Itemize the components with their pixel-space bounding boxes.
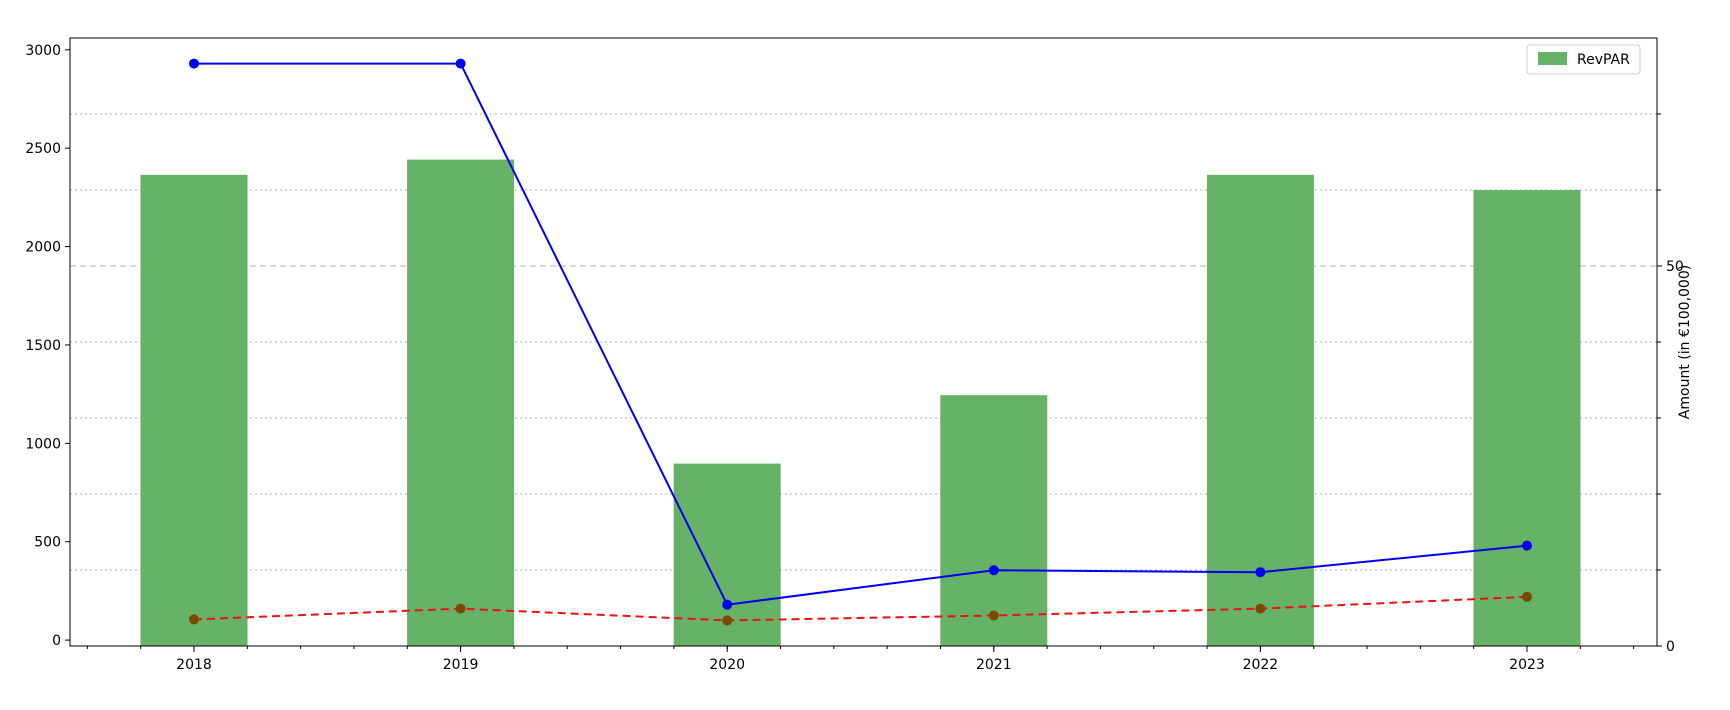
bar-2019 — [407, 159, 515, 646]
x-tick-label: 2022 — [1243, 657, 1279, 673]
line-point-2 — [189, 614, 199, 625]
left-tick-label: 1500 — [25, 338, 61, 354]
left-tick-label: 2500 — [25, 141, 61, 157]
line-point-1 — [988, 565, 999, 576]
right-axis-title: Amount (in €100,000) — [1677, 265, 1693, 419]
grid-lines — [70, 113, 1657, 571]
legend-label: RevPAR — [1577, 52, 1630, 68]
bar-2023 — [1473, 190, 1581, 646]
line-point-2 — [988, 610, 999, 621]
line-point-1 — [455, 58, 466, 69]
line-point-1 — [722, 599, 733, 610]
x-axis-ticks: 2018 2019 2020 2021 2022 2023 — [86, 646, 1635, 673]
left-tick-label: 3000 — [25, 43, 61, 59]
left-tick-label: 2000 — [25, 240, 61, 256]
bar-2021 — [940, 395, 1048, 646]
right-tick-label: 50 — [1666, 259, 1684, 275]
line-series — [189, 58, 1532, 626]
legend-swatch — [1538, 52, 1567, 65]
left-tick-label: 500 — [34, 535, 61, 551]
left-tick-label: 0 — [52, 633, 61, 649]
line-series-1 — [194, 62, 1528, 606]
bar-series — [140, 159, 1581, 647]
axes — [69, 37, 1658, 647]
left-tick-label: 1000 — [25, 436, 61, 452]
plot-frame — [69, 37, 1658, 647]
line-point-1 — [1255, 567, 1266, 578]
line-point-2 — [455, 603, 466, 614]
bar-2018 — [140, 174, 248, 647]
line-point-1 — [1522, 540, 1532, 551]
legend: RevPAR — [1526, 44, 1641, 75]
line-point-2 — [1255, 603, 1266, 614]
line-series-2 — [193, 595, 1528, 622]
right-axis-ticks: 0 50 — [1657, 113, 1684, 655]
line-point-1 — [189, 58, 199, 69]
line-point-2 — [1522, 591, 1532, 602]
right-tick-label: 0 — [1666, 639, 1675, 655]
x-tick-label: 2018 — [176, 657, 212, 673]
line-point-2 — [722, 615, 733, 626]
left-axis-ticks: 0 500 1000 1500 2000 2500 3000 — [25, 43, 70, 649]
x-tick-label: 2019 — [443, 657, 479, 673]
x-tick-label: 2020 — [709, 657, 745, 673]
x-tick-label: 2023 — [1509, 657, 1545, 673]
x-tick-label: 2021 — [976, 657, 1012, 673]
